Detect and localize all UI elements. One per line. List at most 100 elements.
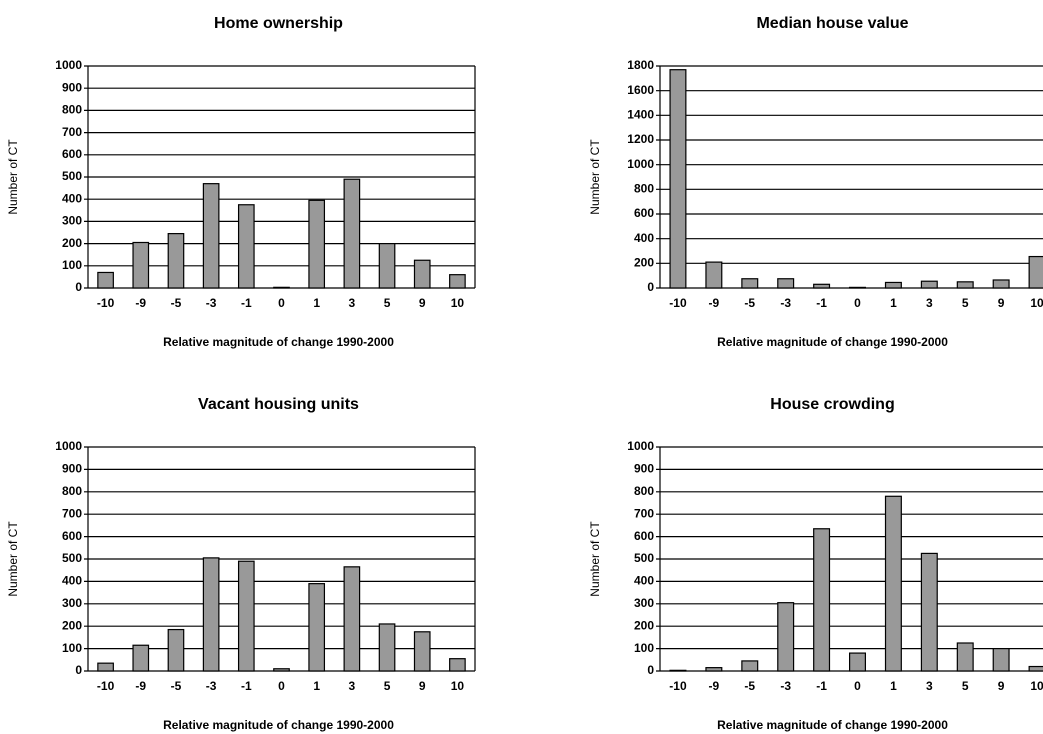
bar (413, 259, 431, 289)
x-tick-label: -3 (206, 679, 217, 693)
bar (705, 261, 723, 289)
bar (741, 660, 759, 672)
x-tick-label: -5 (171, 296, 182, 310)
y-tick-label: 500 (62, 551, 82, 565)
bar (848, 652, 866, 672)
bar (343, 566, 361, 672)
x-tick-label: -9 (135, 296, 146, 310)
y-tick-label: 900 (62, 80, 82, 94)
y-tick-label: 700 (62, 125, 82, 139)
x-tick-label: -3 (780, 296, 791, 310)
bar (920, 552, 938, 672)
x-tick-label: -1 (816, 679, 827, 693)
bar (956, 281, 974, 289)
x-tick-label: 0 (854, 296, 861, 310)
y-tick-label: 800 (634, 182, 654, 196)
bar (813, 283, 831, 289)
bar (1028, 665, 1043, 672)
y-tick-label: 1600 (627, 83, 654, 97)
y-tick-label: 1000 (55, 439, 82, 453)
x-tick-label: 0 (278, 296, 285, 310)
x-tick-label: -9 (709, 679, 720, 693)
x-tick-label: -10 (669, 296, 687, 310)
y-tick-label: 700 (634, 506, 654, 520)
y-tick-label: 300 (634, 596, 654, 610)
x-tick-label: -10 (97, 679, 115, 693)
bar (378, 623, 396, 672)
x-axis-label: Relative magnitude of change 1990-2000 (717, 718, 948, 732)
x-tick-label: -1 (241, 679, 252, 693)
y-tick-label: 400 (634, 574, 654, 588)
bar (97, 662, 114, 672)
x-tick-label: 0 (854, 679, 861, 693)
bar (777, 602, 795, 672)
bar (202, 183, 220, 289)
y-tick-label: 400 (62, 191, 82, 205)
x-tick-label: 9 (998, 679, 1005, 693)
bar (132, 241, 150, 289)
y-tick-label: 200 (634, 256, 654, 270)
x-tick-label: 3 (349, 679, 356, 693)
y-tick-label: 0 (75, 663, 82, 677)
x-axis-label: Relative magnitude of change 1990-2000 (163, 335, 394, 349)
bar (167, 233, 185, 289)
chart-title: Vacant housing units (198, 396, 359, 413)
bar (343, 178, 361, 289)
x-tick-label: 3 (926, 296, 933, 310)
y-tick-label: 400 (62, 574, 82, 588)
y-tick-label: 500 (634, 551, 654, 565)
x-tick-label: 9 (419, 679, 426, 693)
bar (884, 281, 902, 289)
y-tick-label: 900 (634, 462, 654, 476)
bar (273, 286, 290, 289)
chart-title: Home ownership (214, 15, 343, 32)
x-tick-label: -9 (135, 679, 146, 693)
bar (741, 278, 759, 289)
bar (992, 279, 1010, 289)
x-tick-label: -5 (744, 296, 755, 310)
x-tick-label: 9 (998, 296, 1005, 310)
y-tick-label: 200 (62, 618, 82, 632)
y-tick-label: 100 (634, 641, 654, 655)
x-tick-label: 10 (1030, 296, 1043, 310)
bar (132, 644, 150, 672)
bar (449, 658, 466, 672)
y-tick-label: 1400 (627, 108, 654, 122)
y-tick-label: 700 (62, 506, 82, 520)
y-axis-label: Number of CT (588, 521, 602, 597)
x-tick-label: 9 (419, 296, 426, 310)
x-tick-label: 1 (890, 296, 897, 310)
bar (705, 667, 723, 672)
x-tick-label: 5 (384, 679, 391, 693)
y-tick-label: 200 (634, 618, 654, 632)
x-tick-label: -9 (709, 296, 720, 310)
y-tick-label: 200 (62, 236, 82, 250)
y-tick-label: 500 (62, 169, 82, 183)
y-tick-label: 400 (634, 231, 654, 245)
x-tick-label: -1 (816, 296, 827, 310)
y-axis-label: Number of CT (6, 139, 20, 215)
chart-title: House crowding (770, 396, 894, 413)
x-tick-label: 10 (1030, 679, 1043, 693)
x-tick-label: -3 (206, 296, 217, 310)
x-tick-label: 10 (451, 296, 465, 310)
bar (813, 528, 831, 672)
x-tick-label: 5 (384, 296, 391, 310)
y-tick-label: 300 (62, 596, 82, 610)
bar (848, 286, 866, 289)
y-tick-label: 800 (634, 484, 654, 498)
y-tick-label: 0 (647, 663, 654, 677)
y-tick-label: 1200 (627, 132, 654, 146)
bar (956, 642, 974, 672)
bar (273, 668, 290, 672)
x-tick-label: 1 (313, 679, 320, 693)
bar (449, 274, 466, 289)
y-tick-label: 1000 (627, 157, 654, 171)
y-tick-label: 100 (62, 641, 82, 655)
bar (669, 69, 687, 289)
y-tick-label: 600 (634, 206, 654, 220)
x-tick-label: -3 (780, 679, 791, 693)
y-tick-label: 0 (647, 280, 654, 294)
x-tick-label: -5 (744, 679, 755, 693)
y-tick-label: 800 (62, 103, 82, 117)
